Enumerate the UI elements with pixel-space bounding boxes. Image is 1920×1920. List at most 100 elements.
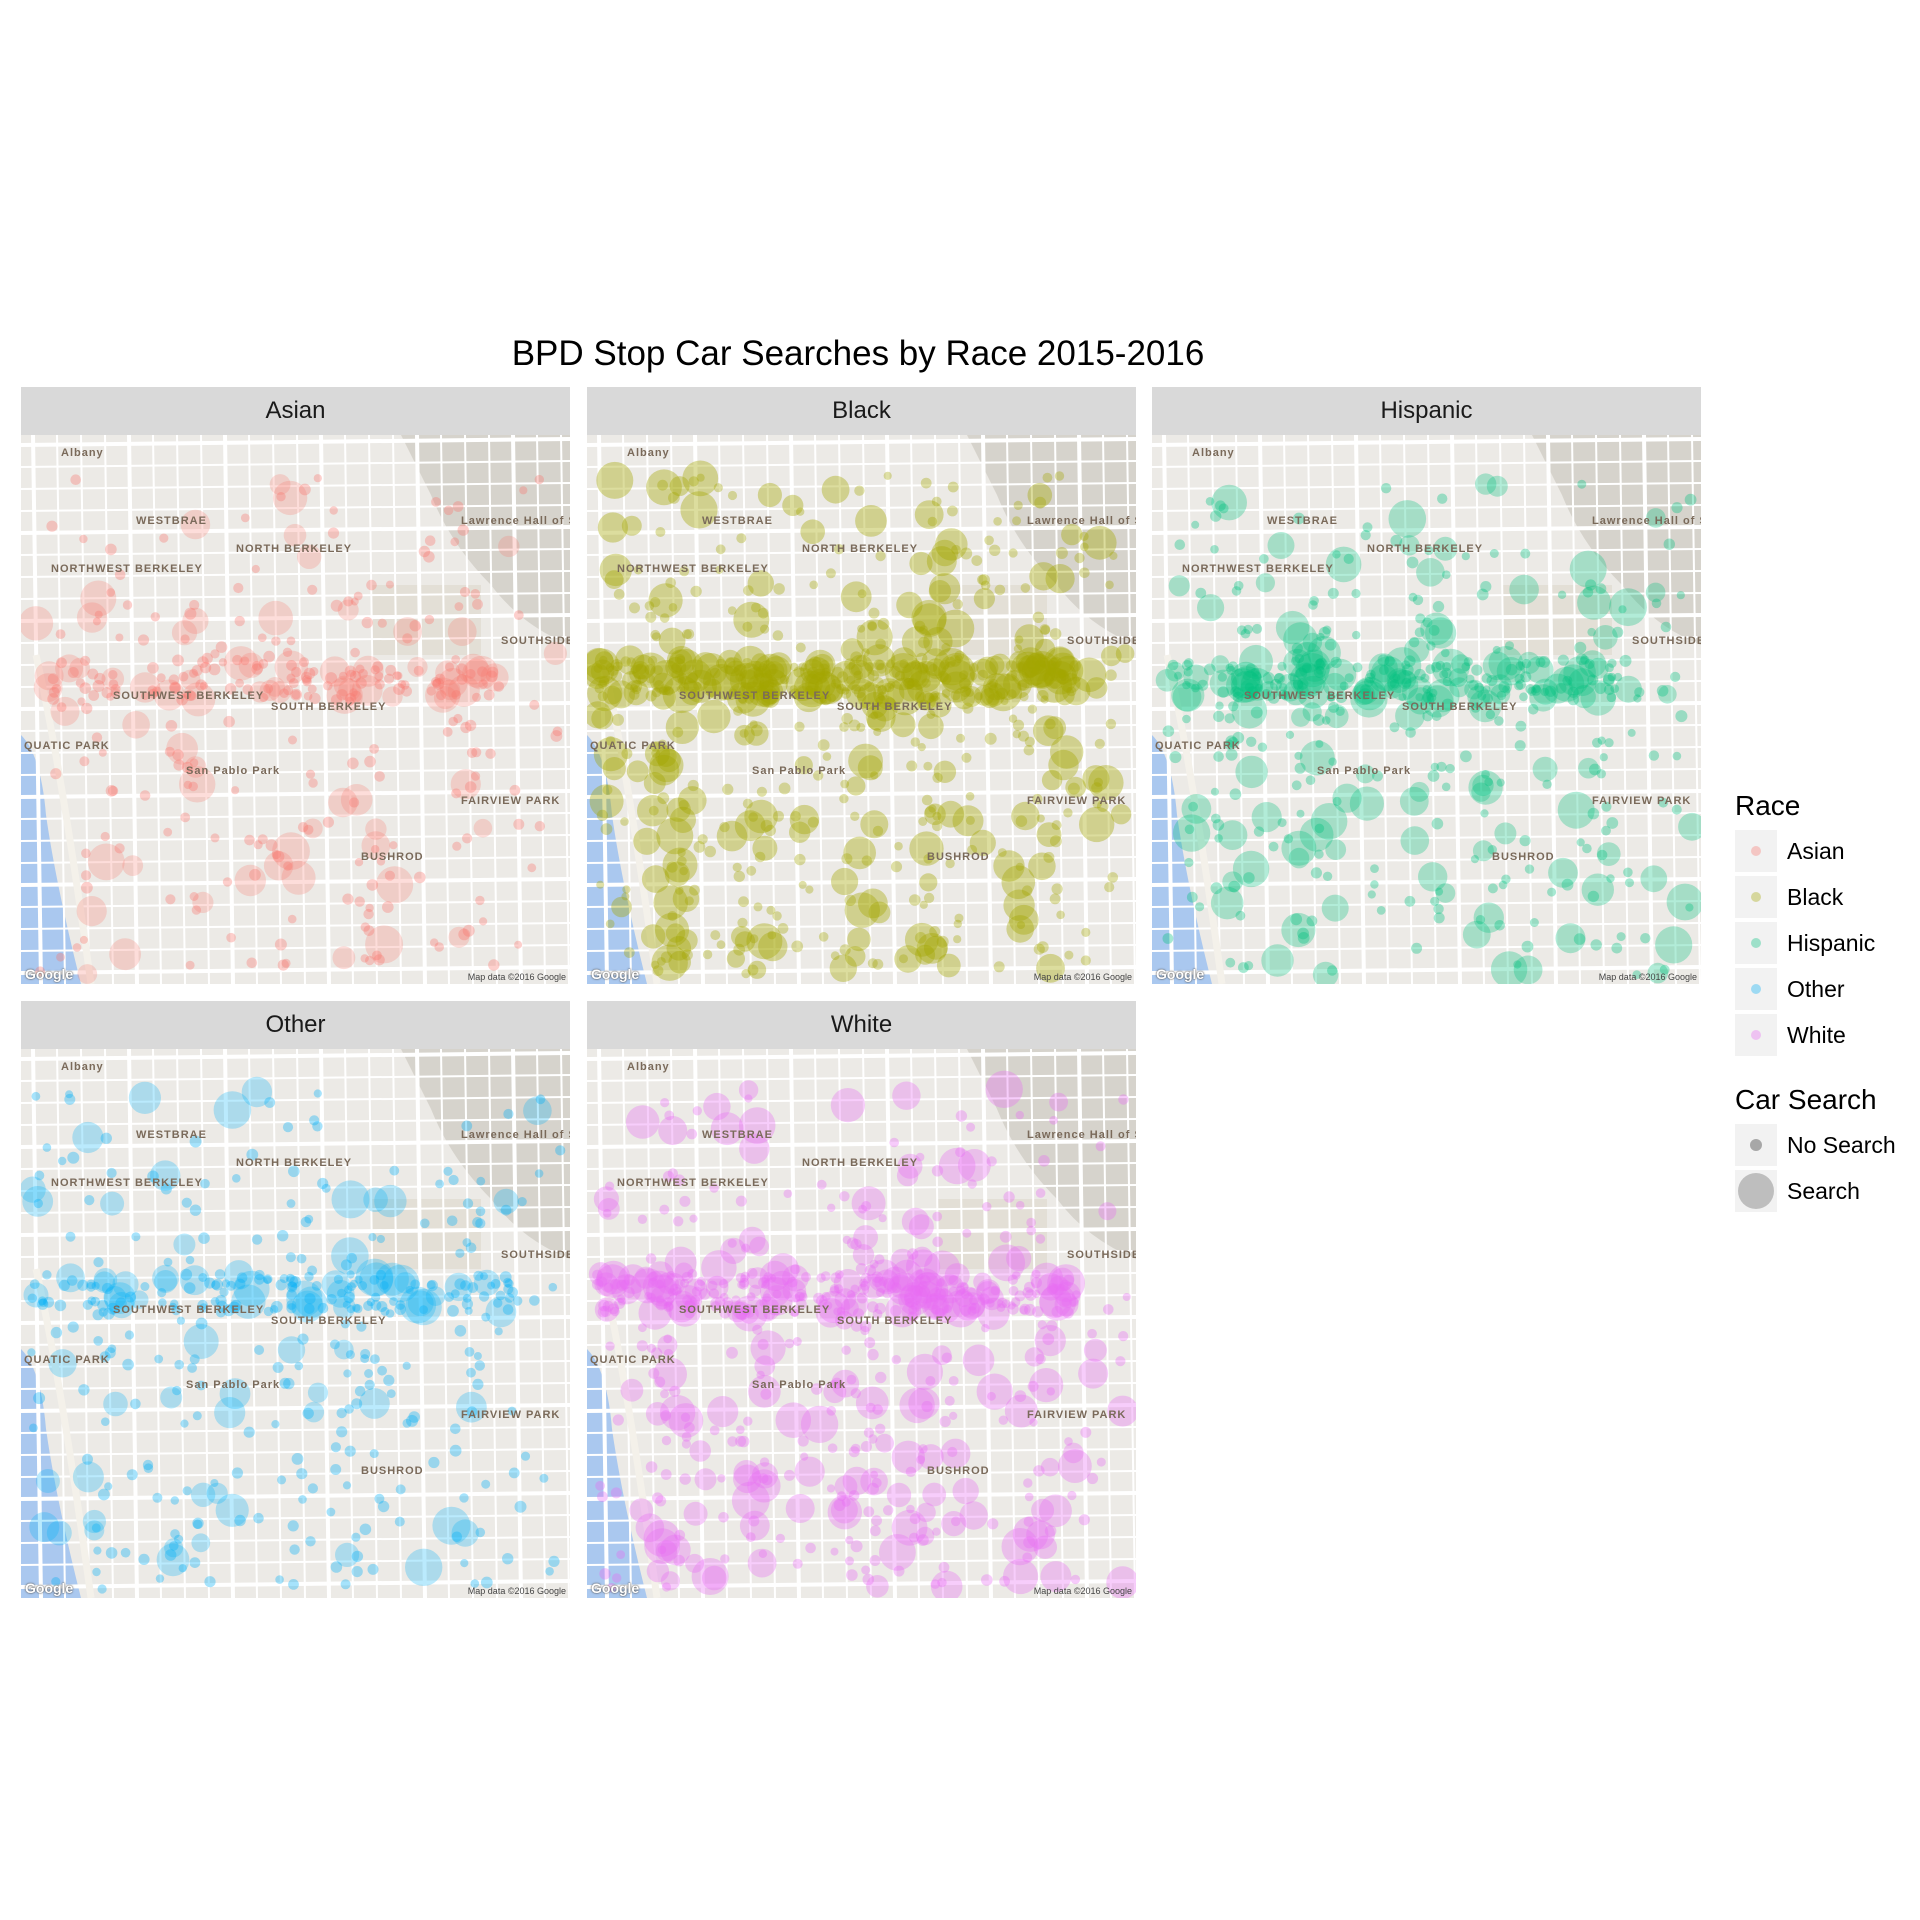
- stop-point-search: [1549, 666, 1585, 702]
- stop-point-no-search: [981, 1324, 990, 1333]
- stop-point-search: [1001, 865, 1036, 899]
- stop-point-search: [668, 1403, 704, 1438]
- stop-point-no-search: [211, 1280, 221, 1290]
- stop-point-no-search: [234, 1514, 246, 1527]
- stop-point-no-search: [650, 597, 661, 608]
- stop-point-no-search: [868, 607, 880, 619]
- stop-point-no-search: [67, 667, 79, 678]
- stop-point-search: [902, 661, 928, 688]
- stop-point-search: [829, 954, 857, 982]
- stop-point-no-search: [1315, 658, 1325, 668]
- stop-point-no-search: [446, 1215, 458, 1227]
- stop-point-no-search: [653, 665, 663, 675]
- stop-point-no-search: [856, 692, 867, 702]
- stop-point-no-search: [915, 1152, 925, 1162]
- stop-point-no-search: [872, 1276, 883, 1288]
- stop-point-search: [1596, 842, 1621, 866]
- stop-point-search: [973, 1272, 992, 1292]
- stop-point-no-search: [867, 620, 877, 631]
- stop-point-no-search: [794, 1291, 805, 1302]
- stop-point-search: [596, 461, 634, 499]
- stop-point-no-search: [768, 664, 779, 675]
- stop-point-no-search: [1414, 668, 1426, 681]
- stop-point-no-search: [598, 1299, 610, 1312]
- stop-point-no-search: [925, 1376, 936, 1386]
- google-logo: Google: [591, 966, 640, 982]
- stop-point-no-search: [804, 685, 814, 695]
- map-label: Albany: [1192, 447, 1235, 459]
- stop-point-no-search: [713, 483, 723, 493]
- stop-point-no-search: [1070, 1574, 1081, 1585]
- stop-point-search: [656, 817, 694, 855]
- stop-point-no-search: [906, 1504, 915, 1514]
- stop-point-search: [1464, 679, 1484, 700]
- stop-point-no-search: [385, 1309, 395, 1318]
- stop-point-no-search: [1015, 862, 1024, 871]
- stop-point-search: [1400, 826, 1430, 855]
- stop-point-no-search: [953, 919, 962, 929]
- stop-point-search: [1578, 757, 1599, 779]
- stop-point-no-search: [616, 1550, 626, 1559]
- stop-point-search: [1036, 953, 1065, 983]
- stop-point-no-search: [170, 1496, 179, 1505]
- stop-point-search: [754, 1296, 780, 1322]
- stop-point-no-search: [90, 1296, 101, 1307]
- stop-point-no-search: [677, 676, 687, 686]
- stop-point-no-search: [954, 913, 964, 923]
- stop-point-no-search: [336, 1407, 347, 1419]
- stop-point-no-search: [291, 690, 301, 700]
- stop-point-no-search: [365, 955, 375, 966]
- street-grid: [587, 435, 1136, 984]
- stop-point-no-search: [277, 1475, 287, 1485]
- stop-point-search: [1043, 646, 1076, 678]
- stop-point-search: [214, 1397, 246, 1429]
- stop-point-no-search: [47, 673, 59, 685]
- stop-point-no-search: [101, 687, 113, 699]
- stop-point-no-search: [251, 663, 263, 675]
- stop-point-search: [739, 660, 772, 694]
- stop-point-no-search: [644, 664, 656, 676]
- stop-point-no-search: [820, 694, 832, 706]
- stop-point-no-search: [1042, 472, 1053, 483]
- stop-point-search: [1010, 651, 1047, 689]
- stop-point-search: [984, 673, 1023, 712]
- stop-point-no-search: [864, 681, 875, 692]
- stop-point-no-search: [291, 666, 302, 678]
- stop-point-no-search: [1634, 687, 1645, 698]
- stop-point-search: [448, 926, 470, 948]
- stop-point-search: [886, 1482, 912, 1508]
- stop-point-no-search: [211, 1279, 224, 1291]
- stop-point-search: [800, 519, 825, 544]
- stop-point-no-search: [680, 1412, 691, 1422]
- stop-point-no-search: [735, 1272, 746, 1283]
- stop-point-search: [942, 1290, 980, 1328]
- stop-point-no-search: [948, 1376, 959, 1386]
- stop-point-search: [648, 660, 684, 695]
- stop-point-no-search: [887, 680, 896, 689]
- stop-point-no-search: [689, 884, 700, 896]
- stop-point-no-search: [33, 1392, 46, 1405]
- stop-point-no-search: [921, 678, 931, 688]
- stop-point-search: [1023, 651, 1060, 688]
- stop-point-search: [924, 1295, 948, 1319]
- stop-point-no-search: [986, 1156, 997, 1167]
- stop-point-no-search: [1670, 671, 1681, 682]
- stop-point-no-search: [31, 1091, 41, 1101]
- stop-point-no-search: [1027, 704, 1037, 714]
- stop-point-no-search: [1627, 728, 1636, 737]
- stop-point-no-search: [620, 656, 631, 667]
- stop-point-search: [675, 929, 698, 952]
- stop-point-no-search: [698, 1288, 711, 1300]
- stop-point-search: [263, 851, 294, 881]
- stop-point-search: [1399, 535, 1420, 556]
- stop-point-search: [620, 1378, 644, 1402]
- stop-point-no-search: [1575, 653, 1588, 666]
- stop-point-no-search: [1232, 731, 1245, 744]
- stop-point-no-search: [1080, 1426, 1092, 1438]
- stop-point-search: [180, 509, 211, 540]
- stop-point-no-search: [1603, 674, 1615, 687]
- stop-point-search: [1383, 647, 1422, 685]
- stop-point-search: [1324, 658, 1357, 691]
- stop-point-no-search: [811, 1383, 823, 1395]
- legend-swatch-hispanic: [1735, 922, 1777, 964]
